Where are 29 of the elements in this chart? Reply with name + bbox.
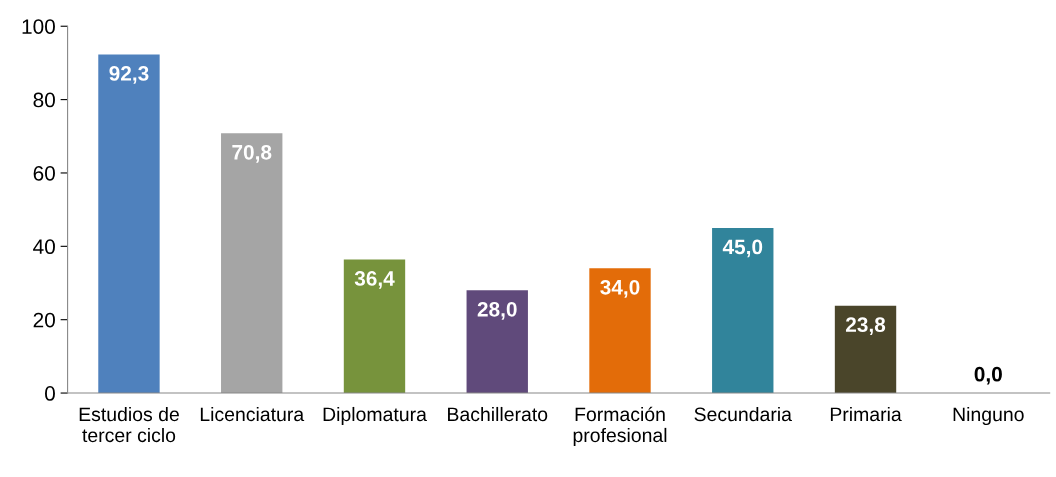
data-label: 28,0 xyxy=(477,301,517,320)
x-tick-label: Formación profesional xyxy=(573,406,667,447)
bar xyxy=(834,305,897,394)
x-tick-label: Diplomatura xyxy=(323,406,427,426)
x-tick-label: Secundaria xyxy=(694,406,792,422)
bar xyxy=(98,54,160,394)
data-label: 0,0 xyxy=(974,366,1002,385)
data-label: 34,0 xyxy=(600,279,640,298)
bar xyxy=(221,133,283,394)
y-tick-label: 0 xyxy=(45,386,55,401)
x-tick-label: Ninguno xyxy=(953,406,1024,426)
data-label: 23,8 xyxy=(845,317,886,336)
data-label: 92,3 xyxy=(109,66,149,84)
y-tick-label: 100 xyxy=(22,19,55,34)
x-tick-label: Estudios de tercer ciclo xyxy=(79,406,179,443)
bar xyxy=(589,268,651,394)
x-tick-label: Primaria xyxy=(830,406,902,422)
data-label: 70,8 xyxy=(232,144,272,163)
data-label: 45,0 xyxy=(722,239,763,258)
y-tick-label: 60 xyxy=(33,165,55,181)
bar xyxy=(343,259,406,394)
data-label: 36,4 xyxy=(354,271,395,289)
x-tick-label: Licenciatura xyxy=(200,406,305,422)
x-tick-label: Bachillerato xyxy=(448,406,548,422)
y-tick-label: 20 xyxy=(33,312,55,328)
bar xyxy=(466,290,528,394)
y-tick-label: 40 xyxy=(33,239,55,255)
y-tick-label: 80 xyxy=(33,92,55,108)
bar xyxy=(712,227,774,394)
